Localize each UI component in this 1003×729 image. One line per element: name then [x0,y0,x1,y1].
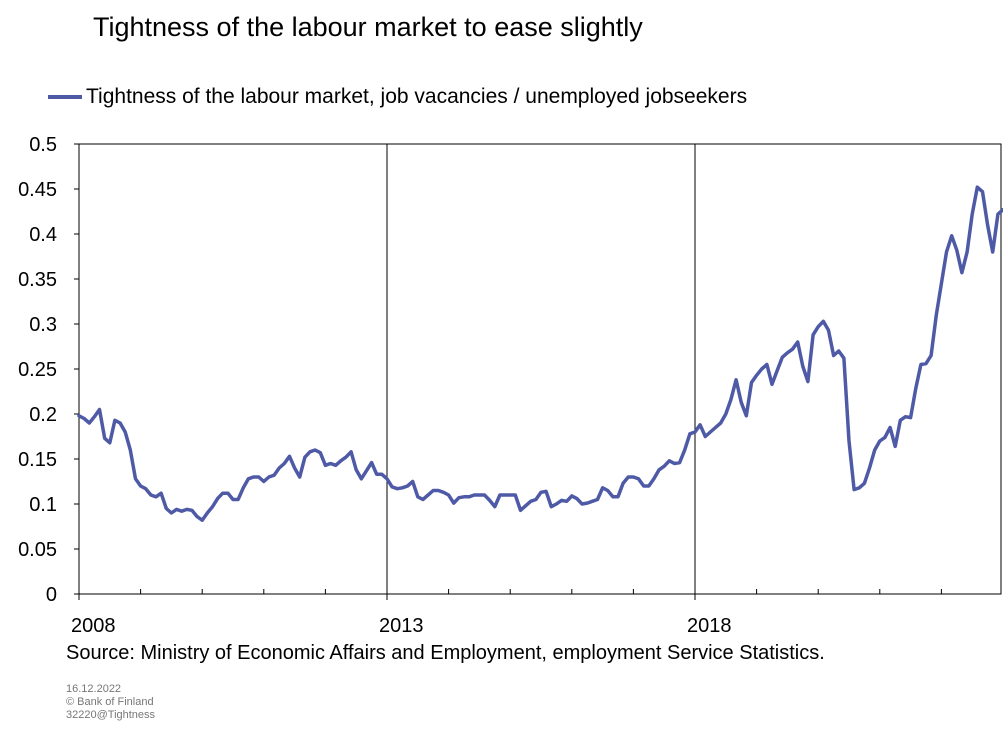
line-chart: 0 0.05 0.1 0.15 0.2 0.25 0.3 0.35 0.4 0.45 0.5 2008… [18,134,1003,637]
footer-copyright: © Bank of Finland [66,696,154,708]
x-tick-label: 2013 [379,615,424,637]
y-tick-label: 0.15 [18,449,57,471]
footer-meta: 16.12.2022 © Bank of Finland 32220@Tight… [66,683,155,722]
y-tick-label: 0.3 [29,314,57,336]
y-tick-label: 0.2 [29,404,57,426]
legend-line-swatch [48,95,82,99]
legend-label: Tightness of the labour market, job vaca… [86,85,748,108]
chart-legend: Tightness of the labour market, job vaca… [48,83,747,111]
footer-code: 32220@Tightness [66,709,156,721]
y-tick-label: 0.4 [29,224,57,246]
source-note: Source: Ministry of Economic Affairs and… [66,642,825,664]
series-line-tightness [77,185,1003,522]
y-tick-label: 0.25 [18,359,57,381]
x-tick-label: 2008 [71,615,116,637]
y-tick-label: 0.45 [18,179,57,201]
y-tick-label: 0.1 [29,494,57,516]
y-tick-label: 0.35 [18,269,57,291]
footer-date: 16.12.2022 [66,683,122,695]
y-tick-label: 0 [46,584,57,606]
plot-frame [78,143,1002,595]
chart-title: Tightness of the labour market to ease s… [93,12,643,42]
y-tick-label: 0.5 [29,134,57,156]
y-tick-label: 0.05 [18,539,57,561]
x-tick-label: 2018 [687,615,732,637]
